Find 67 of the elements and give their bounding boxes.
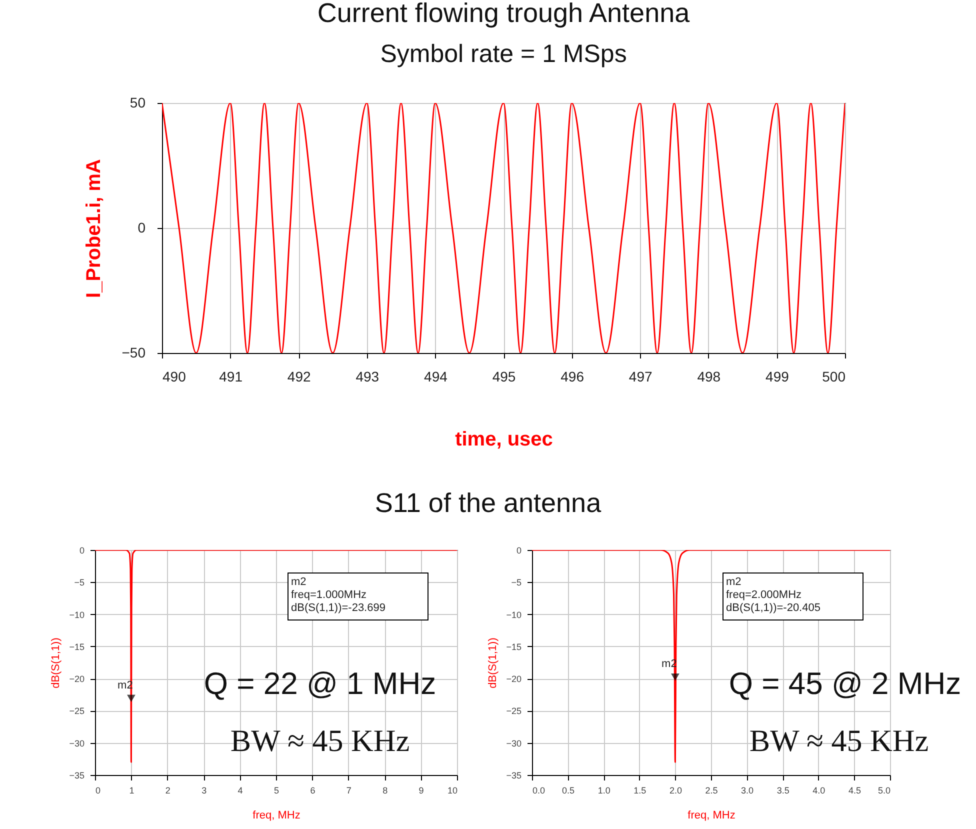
y-tick-label: −35	[69, 770, 84, 780]
y-tick-label: −35	[506, 770, 522, 780]
x-tick-label: 0.5	[562, 786, 575, 796]
x-tick-label: 4.5	[848, 786, 861, 796]
x-tick-label: 499	[766, 368, 790, 384]
y-axis-title: I_Probe1.i, mA	[82, 159, 105, 298]
x-tick-label: 494	[424, 368, 448, 384]
x-tick-label: 497	[628, 368, 652, 384]
x-tick-label: 8	[382, 786, 388, 796]
x-tick-label: 3.0	[741, 786, 754, 796]
y-tick-label: 50	[130, 94, 146, 110]
x-tick-label: 1	[129, 786, 134, 796]
y-tick-label: −15	[69, 642, 84, 652]
annotation: Q = 22 @ 1 MHz	[204, 666, 436, 701]
x-tick-label: 490	[162, 368, 186, 384]
annotation: Q = 45 @ 2 MHz	[728, 666, 962, 701]
annotation: m2 freq=1.000MHz dB(S(1,1))=-23.699	[291, 576, 386, 614]
x-tick-label: 5.0	[878, 786, 890, 796]
y-tick-label: 0	[79, 546, 84, 556]
x-tick-label: 500	[822, 368, 846, 384]
x-tick-label: 2	[165, 786, 170, 796]
x-tick-label: 7	[346, 786, 352, 796]
x-tick-label: 3	[202, 786, 207, 796]
y-tick-label: −5	[511, 578, 522, 588]
x-tick-label: 5	[274, 786, 280, 796]
y-tick-label: −10	[506, 610, 522, 620]
y-tick-label: 0	[516, 546, 522, 556]
y-tick-label: −20	[506, 674, 522, 684]
x-tick-label: 2.0	[669, 786, 682, 796]
chart-title: S11 of the antenna	[374, 488, 602, 519]
x-tick-label: 9	[418, 786, 424, 796]
x-axis-title: time, usec	[455, 428, 553, 450]
y-tick-label: −50	[122, 344, 146, 360]
x-tick-label: 1.5	[634, 786, 646, 796]
y-axis-title: dB(S(1,1))	[50, 638, 62, 688]
x-tick-label: 4.0	[812, 786, 826, 796]
x-tick-label: 496	[560, 368, 584, 384]
y-tick-label: −25	[69, 706, 84, 716]
x-tick-label: 2.5	[705, 786, 718, 796]
y-tick-label: 0	[138, 220, 146, 236]
x-tick-label: 495	[492, 368, 516, 384]
y-tick-label: −10	[69, 610, 84, 620]
x-tick-label: 3.5	[776, 786, 790, 796]
x-tick-label: 4	[238, 786, 243, 796]
y-tick-label: −30	[69, 738, 84, 748]
x-tick-label: 492	[287, 368, 311, 384]
x-tick-label: 491	[219, 368, 243, 384]
x-tick-label: 10	[447, 786, 458, 796]
x-axis-title: freq, MHz	[252, 810, 300, 822]
x-tick-label: 6	[310, 786, 316, 796]
chart-subtitle: Symbol rate = 1 MSps	[380, 40, 627, 68]
x-tick-label: 1.0	[598, 786, 610, 796]
x-tick-label: 0	[96, 786, 101, 796]
x-tick-label: 493	[356, 368, 380, 384]
y-tick-label: −30	[506, 738, 522, 748]
x-axis-title: freq, MHz	[688, 810, 736, 822]
y-tick-label: −15	[506, 642, 522, 652]
annotation: m2 freq=2.000MHz dB(S(1,1))=-20.405	[726, 576, 820, 614]
annotation: BW ≈ 45 KHz	[749, 723, 929, 758]
x-tick-label: 0.0	[532, 786, 546, 796]
y-tick-label: −20	[69, 674, 84, 684]
annotation: BW ≈ 45 KHz	[230, 723, 410, 758]
y-axis-title: dB(S(1,1))	[487, 638, 500, 688]
y-tick-label: −25	[506, 706, 522, 716]
x-tick-label: 498	[697, 368, 721, 384]
chart-title: Current flowing trough Antenna	[317, 0, 691, 28]
y-tick-label: −5	[74, 578, 84, 588]
